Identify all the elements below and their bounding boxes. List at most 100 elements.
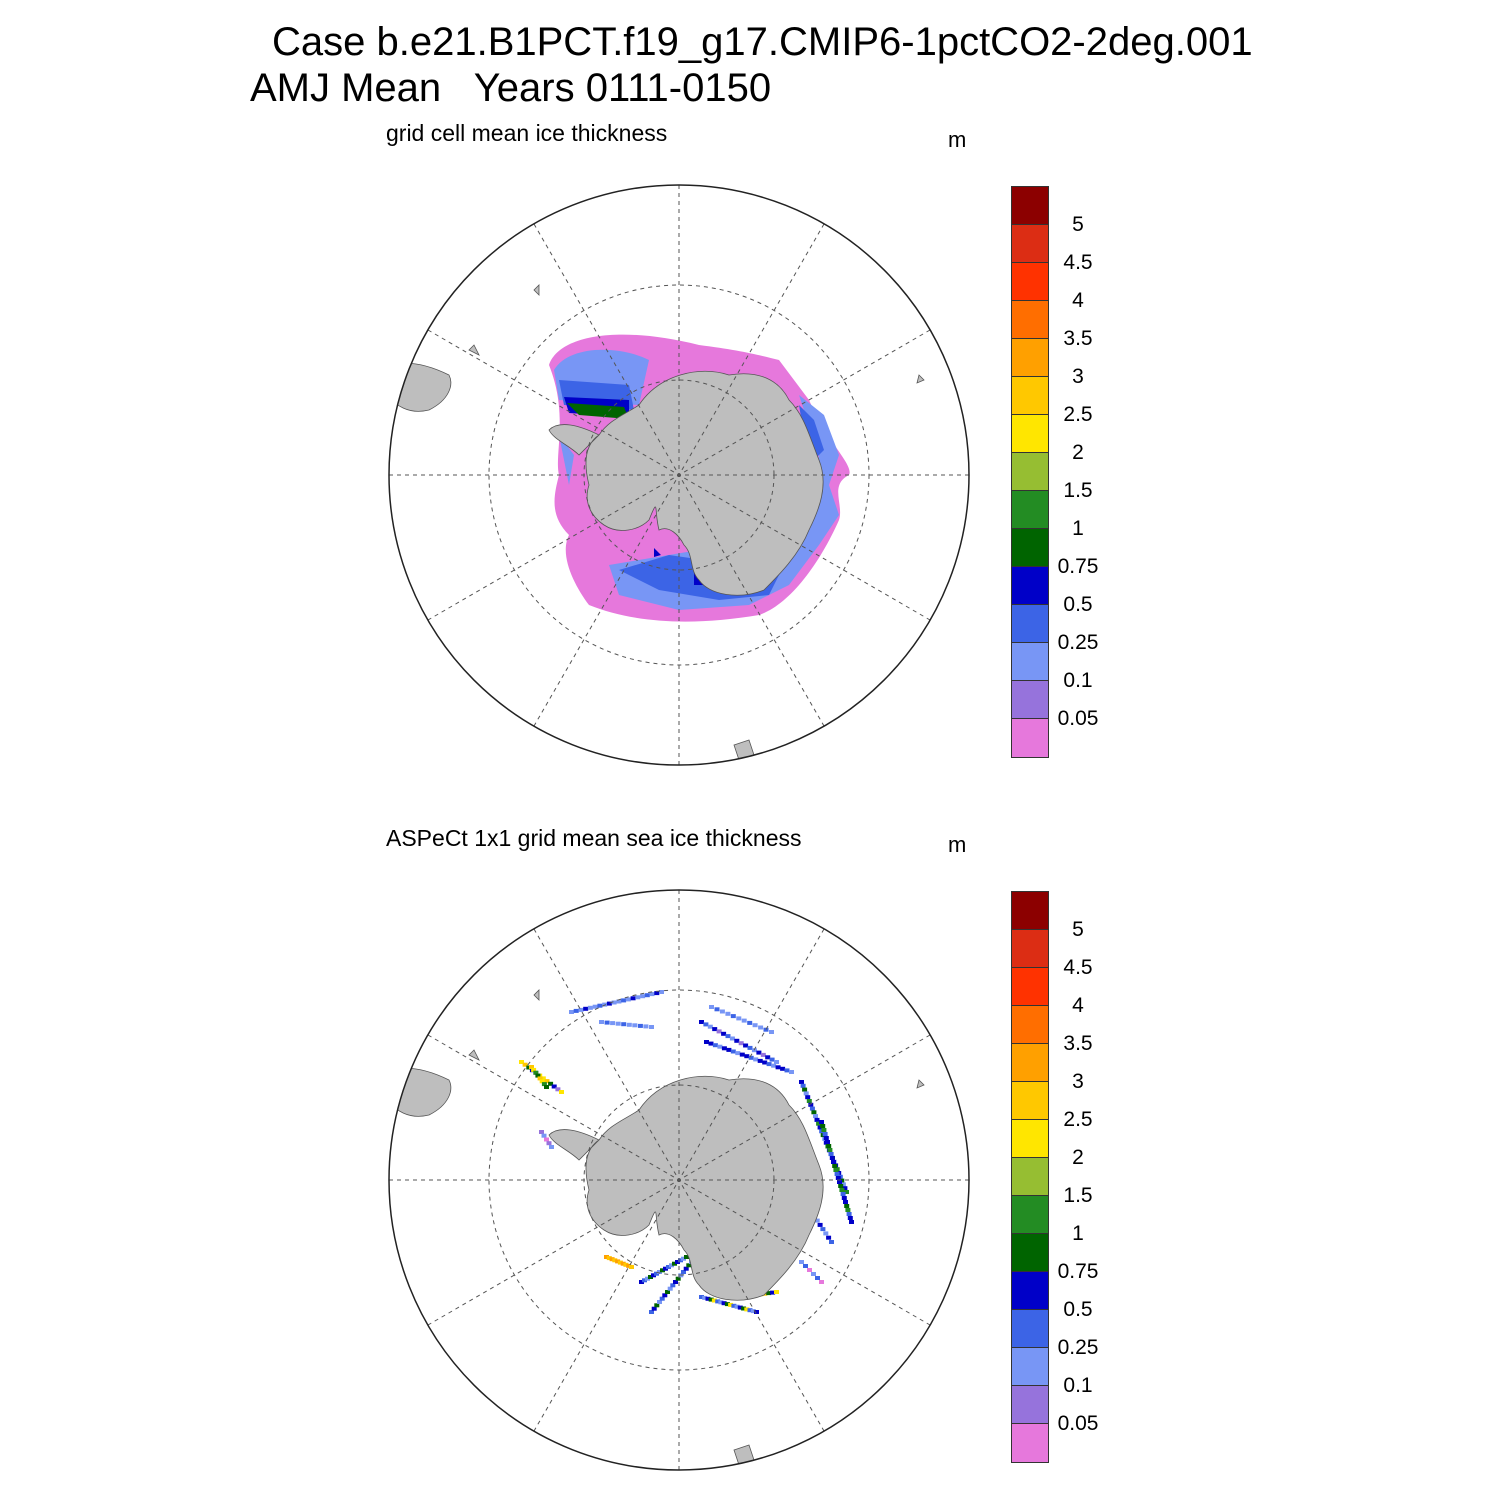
colorbar-tick-label: 3.5	[1063, 1032, 1093, 1055]
panel-1-units: m	[948, 127, 967, 152]
observation-cell	[817, 1222, 823, 1227]
panel-1-colorbar	[1011, 186, 1049, 758]
observation-cell	[730, 1014, 736, 1019]
observation-cell	[555, 1087, 561, 1092]
observation-cell	[750, 1309, 756, 1314]
observation-cell	[702, 1295, 708, 1300]
observation-cell	[712, 1043, 718, 1048]
observation-cell	[639, 1280, 644, 1284]
observation-cell	[529, 1065, 534, 1069]
observation-cell	[654, 1271, 659, 1276]
colorbar-tick-label: 0.1	[1063, 1374, 1093, 1397]
observation-cell	[770, 1290, 776, 1295]
observation-cell	[683, 1266, 689, 1271]
observation-cell	[625, 997, 631, 1002]
observation-cell	[549, 1145, 554, 1149]
observation-cell	[715, 1299, 721, 1304]
observation-cell	[845, 1208, 851, 1212]
observation-cell	[651, 1306, 657, 1311]
observation-cell	[734, 1038, 740, 1043]
observation-cell	[707, 1024, 713, 1029]
colorbar-swatch	[1012, 681, 1048, 719]
observation-cell	[597, 1003, 603, 1008]
observation-cell	[809, 1106, 815, 1111]
observation-cell	[831, 1160, 836, 1164]
ice-green	[567, 403, 629, 419]
panel-2-title: ASPeCt 1x1 grid mean sea ice thickness	[386, 825, 802, 851]
colorbar-swatch	[1012, 968, 1048, 1006]
observation-cell	[748, 1055, 754, 1060]
observation-cell	[699, 1020, 704, 1024]
observation-cell	[769, 1057, 775, 1062]
observation-cell	[849, 1220, 854, 1224]
observation-cell	[808, 1102, 814, 1107]
colorbar-swatch	[1012, 1082, 1048, 1120]
observation-cell	[539, 1130, 544, 1134]
period-title: AMJ Mean Years 0111-0150	[250, 66, 772, 110]
observation-cell	[632, 1023, 638, 1028]
observation-cell	[649, 992, 655, 997]
observation-cell	[716, 1029, 722, 1034]
colorbar-swatch	[1012, 1386, 1048, 1424]
colorbar-tick-label: 0.5	[1063, 593, 1093, 616]
observation-cell	[669, 1263, 674, 1268]
colorbar-swatch	[1012, 719, 1048, 757]
observation-cell	[814, 1117, 820, 1122]
colorbar-tick-label: 5	[1072, 213, 1084, 236]
observation-cell	[635, 995, 641, 1000]
observation-cell	[739, 1052, 745, 1057]
observation-cell	[620, 1261, 626, 1266]
observation-cell	[763, 1027, 769, 1032]
observation-cell	[840, 1182, 846, 1187]
observation-cell	[531, 1067, 537, 1072]
observation-cell	[675, 1260, 680, 1264]
panel-2-map-border	[388, 889, 970, 1471]
colorbar-swatch	[1012, 1006, 1048, 1044]
colorbar-swatch	[1012, 377, 1048, 415]
observation-cell	[820, 1227, 826, 1232]
observation-cell	[827, 1148, 833, 1152]
observation-cell	[774, 1290, 779, 1294]
case-title: Case b.e21.B1PCT.f19_g17.CMIP6-1pctCO2-2…	[272, 20, 1253, 64]
observation-cell	[820, 1124, 826, 1128]
observation-cell	[825, 1140, 830, 1144]
observation-cell	[611, 1000, 617, 1005]
colorbar-tick-label: 4.5	[1063, 956, 1093, 979]
observation-cell	[771, 1063, 777, 1068]
observation-cell	[535, 1073, 541, 1078]
observation-cell	[815, 1276, 820, 1280]
colorbar-tick-label: 0.1	[1063, 669, 1093, 692]
panel-1-map	[388, 184, 970, 766]
observation-cell	[578, 1007, 584, 1012]
observation-cell	[814, 1218, 820, 1223]
colorbar-swatch	[1012, 263, 1048, 301]
observation-cell	[769, 1030, 774, 1034]
observation-cell	[766, 1291, 772, 1296]
observation-cell	[712, 1027, 718, 1032]
observation-cell	[721, 1301, 727, 1306]
observation-cell	[819, 1120, 824, 1124]
observation-cell	[765, 1055, 771, 1060]
colorbar-swatch	[1012, 1234, 1048, 1272]
observation-cell	[551, 1084, 557, 1089]
observation-cell	[659, 990, 664, 994]
observation-cell	[813, 1114, 818, 1119]
observation-cell	[630, 996, 636, 1001]
observation-cell	[537, 1076, 543, 1081]
colorbar-swatch	[1012, 529, 1048, 567]
observation-cell	[599, 1020, 604, 1024]
observation-cell	[699, 1295, 704, 1299]
observation-cell	[839, 1188, 845, 1192]
observation-cell	[832, 1164, 838, 1168]
panel-2-map	[388, 889, 970, 1471]
observation-cell	[704, 1040, 709, 1044]
observation-cell	[612, 1258, 618, 1263]
observation-cell	[686, 1263, 692, 1268]
observation-cell	[736, 1016, 742, 1021]
observation-cell	[651, 1273, 656, 1278]
observation-cell	[519, 1060, 524, 1064]
colorbar-tick-label: 1.5	[1063, 479, 1093, 502]
observation-cell	[828, 1152, 834, 1156]
observation-cell	[544, 1085, 549, 1089]
observation-cell	[741, 1306, 747, 1311]
